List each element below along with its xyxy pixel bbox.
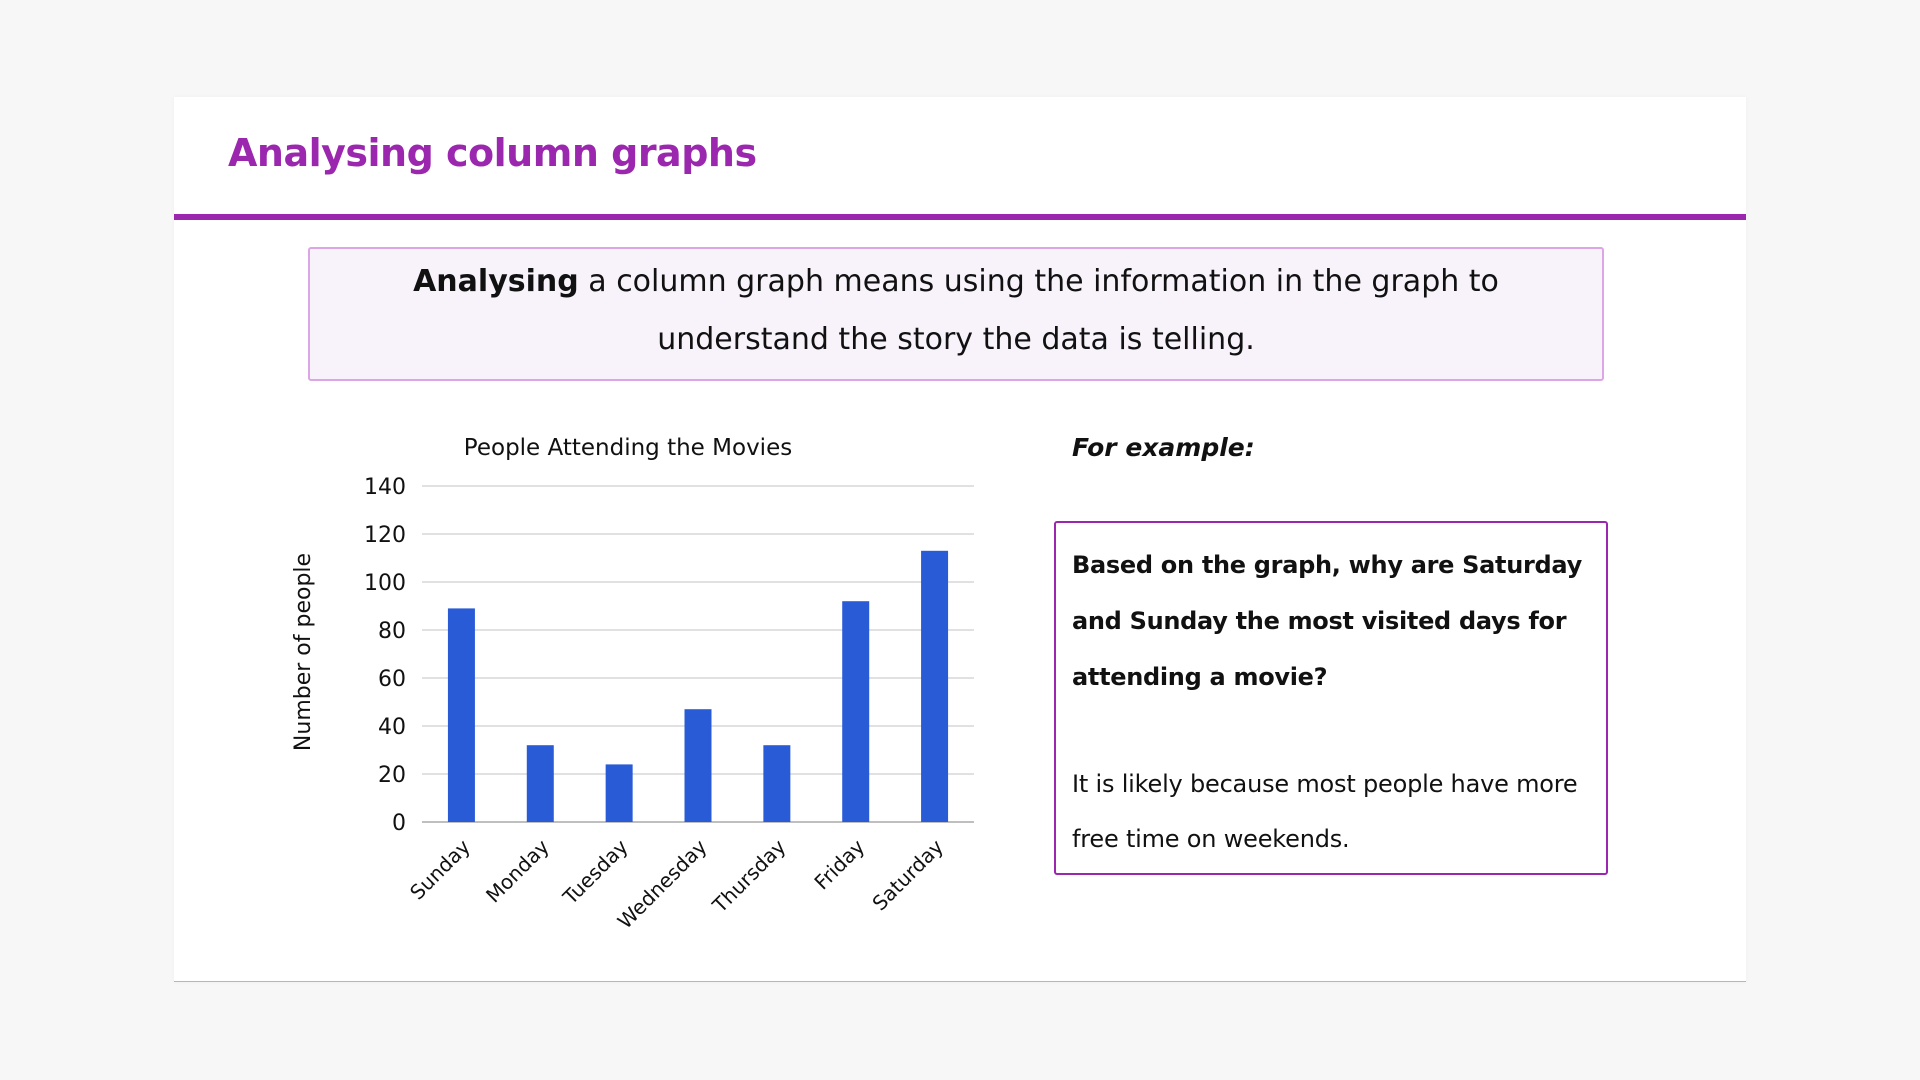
chart-x-tick-label: Sunday — [405, 834, 475, 904]
chart-bar-sunday — [447, 608, 475, 822]
chart-bars — [447, 550, 949, 822]
example-answer: It is likely because most people have mo… — [1072, 770, 1578, 853]
chart-y-ticks: 0 20 40 60 80 100 120 140 — [364, 475, 406, 836]
definition-box: Analysing a column graph means using the… — [308, 247, 1604, 381]
page-title: Analysing column graphs — [228, 131, 757, 175]
slide: Analysing column graphs Analysing a colu… — [174, 97, 1746, 982]
chart-bar-friday — [842, 601, 870, 822]
definition-text: a column graph means using the informati… — [578, 264, 1499, 357]
chart-bar-tuesday — [605, 764, 633, 822]
example-label: For example: — [1072, 433, 1255, 462]
chart-title: People Attending the Movies — [464, 435, 792, 461]
chart-x-tick-label: Monday — [481, 834, 554, 907]
chart-y-axis-label: Number of people — [291, 553, 316, 751]
chart-y-tick-label: 20 — [378, 763, 406, 788]
chart-y-tick-label: 100 — [364, 571, 406, 596]
chart-y-tick-label: 0 — [392, 811, 406, 836]
chart-y-tick-label: 120 — [364, 523, 406, 548]
chart-y-tick-label: 80 — [378, 619, 406, 644]
chart-y-tick-label: 40 — [378, 715, 406, 740]
definition-bold-term: Analysing — [413, 264, 579, 299]
chart-x-tick-label: Tuesday — [557, 834, 632, 909]
chart-y-tick-label: 60 — [378, 667, 406, 692]
chart-x-tick-label: Friday — [809, 834, 869, 894]
example-question: Based on the graph, why are Saturday and… — [1072, 551, 1582, 691]
column-chart: People Attending the Movies Number of pe… — [288, 407, 1008, 967]
chart-bar-thursday — [763, 745, 791, 822]
chart-bar-saturday — [921, 550, 949, 822]
chart-svg: People Attending the Movies Number of pe… — [291, 435, 974, 933]
chart-bar-monday — [526, 745, 554, 822]
chart-x-tick-label: Thursday — [707, 834, 791, 918]
title-divider — [174, 214, 1746, 220]
example-box: Based on the graph, why are Saturday and… — [1054, 521, 1608, 875]
chart-x-tick-label: Saturday — [867, 834, 948, 915]
chart-y-tick-label: 140 — [364, 475, 406, 500]
slide-bottom-border — [174, 981, 1746, 982]
chart-bar-wednesday — [684, 709, 712, 822]
